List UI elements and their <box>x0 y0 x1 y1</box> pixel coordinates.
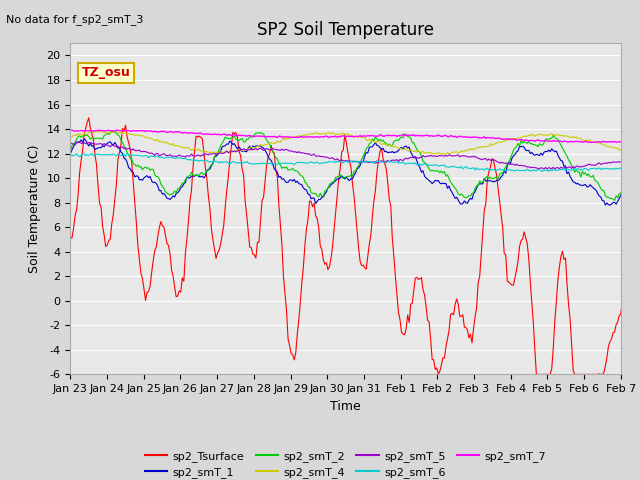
sp2_smT_6 <box>370 160 378 166</box>
sp2_smT_5 <box>106 144 114 150</box>
sp2_smT_1 <box>88 144 96 149</box>
sp2_smT_5 <box>370 159 378 165</box>
sp2_smT_6 <box>86 152 94 158</box>
sp2_smT_2 <box>86 136 94 142</box>
Text: No data for f_sp2_smT_3: No data for f_sp2_smT_3 <box>6 14 144 25</box>
sp2_smT_6 <box>539 168 547 174</box>
sp2_smT_1 <box>81 136 88 142</box>
sp2_smT_6 <box>575 167 583 173</box>
sp2_smT_7 <box>486 135 494 141</box>
sp2_smT_4 <box>574 135 582 141</box>
sp2_smT_7 <box>88 128 96 134</box>
sp2_smT_7 <box>593 140 600 145</box>
sp2_smT_1 <box>106 139 114 144</box>
sp2_smT_1 <box>370 142 378 148</box>
Line: sp2_smT_2: sp2_smT_2 <box>70 131 640 201</box>
sp2_smT_1 <box>486 178 494 183</box>
sp2_smT_4 <box>486 141 494 146</box>
Line: sp2_smT_7: sp2_smT_7 <box>70 130 640 143</box>
sp2_smT_1 <box>67 151 74 156</box>
Line: sp2_smT_4: sp2_smT_4 <box>70 131 640 156</box>
Line: sp2_smT_6: sp2_smT_6 <box>70 153 640 171</box>
sp2_smT_7 <box>67 128 74 133</box>
sp2_smT_5 <box>67 140 74 146</box>
sp2_smT_2 <box>574 169 582 175</box>
Y-axis label: Soil Temperature (C): Soil Temperature (C) <box>28 144 41 273</box>
sp2_smT_7 <box>68 127 76 133</box>
sp2_smT_5 <box>88 141 96 146</box>
sp2_smT_4 <box>67 134 74 140</box>
sp2_smT_6 <box>106 152 114 157</box>
sp2_smT_5 <box>551 166 559 172</box>
sp2_smT_5 <box>486 157 494 163</box>
sp2_Tsurface <box>67 235 74 240</box>
sp2_Tsurface <box>88 131 96 137</box>
sp2_Tsurface <box>85 115 93 120</box>
sp2_Tsurface <box>488 156 496 162</box>
sp2_smT_1 <box>574 180 582 186</box>
Line: sp2_smT_1: sp2_smT_1 <box>70 139 640 205</box>
sp2_smT_4 <box>111 128 118 134</box>
sp2_smT_5 <box>575 164 583 170</box>
sp2_smT_7 <box>106 128 114 133</box>
sp2_smT_7 <box>370 133 378 139</box>
X-axis label: Time: Time <box>330 400 361 413</box>
Line: sp2_smT_5: sp2_smT_5 <box>70 142 640 169</box>
sp2_smT_7 <box>574 139 582 144</box>
sp2_smT_2 <box>108 128 116 133</box>
sp2_smT_2 <box>611 198 618 204</box>
sp2_Tsurface <box>370 198 378 204</box>
Legend: sp2_Tsurface, sp2_smT_1, sp2_smT_2, sp2_smT_4, sp2_smT_5, sp2_smT_6, sp2_smT_7: sp2_Tsurface, sp2_smT_1, sp2_smT_2, sp2_… <box>141 446 550 480</box>
sp2_smT_2 <box>105 132 113 137</box>
sp2_smT_5 <box>74 139 82 145</box>
Text: TZ_osu: TZ_osu <box>81 66 130 79</box>
sp2_smT_2 <box>486 174 494 180</box>
sp2_smT_4 <box>105 129 113 135</box>
sp2_smT_6 <box>486 167 494 172</box>
sp2_smT_2 <box>370 138 378 144</box>
sp2_smT_2 <box>67 149 74 155</box>
sp2_Tsurface <box>575 372 583 377</box>
Line: sp2_Tsurface: sp2_Tsurface <box>70 118 640 374</box>
sp2_smT_1 <box>606 203 614 208</box>
sp2_smT_4 <box>370 139 378 144</box>
sp2_smT_6 <box>67 154 74 159</box>
sp2_smT_6 <box>88 150 96 156</box>
sp2_Tsurface <box>435 372 442 377</box>
sp2_smT_4 <box>86 129 94 134</box>
Title: SP2 Soil Temperature: SP2 Soil Temperature <box>257 21 434 39</box>
sp2_Tsurface <box>106 236 114 242</box>
